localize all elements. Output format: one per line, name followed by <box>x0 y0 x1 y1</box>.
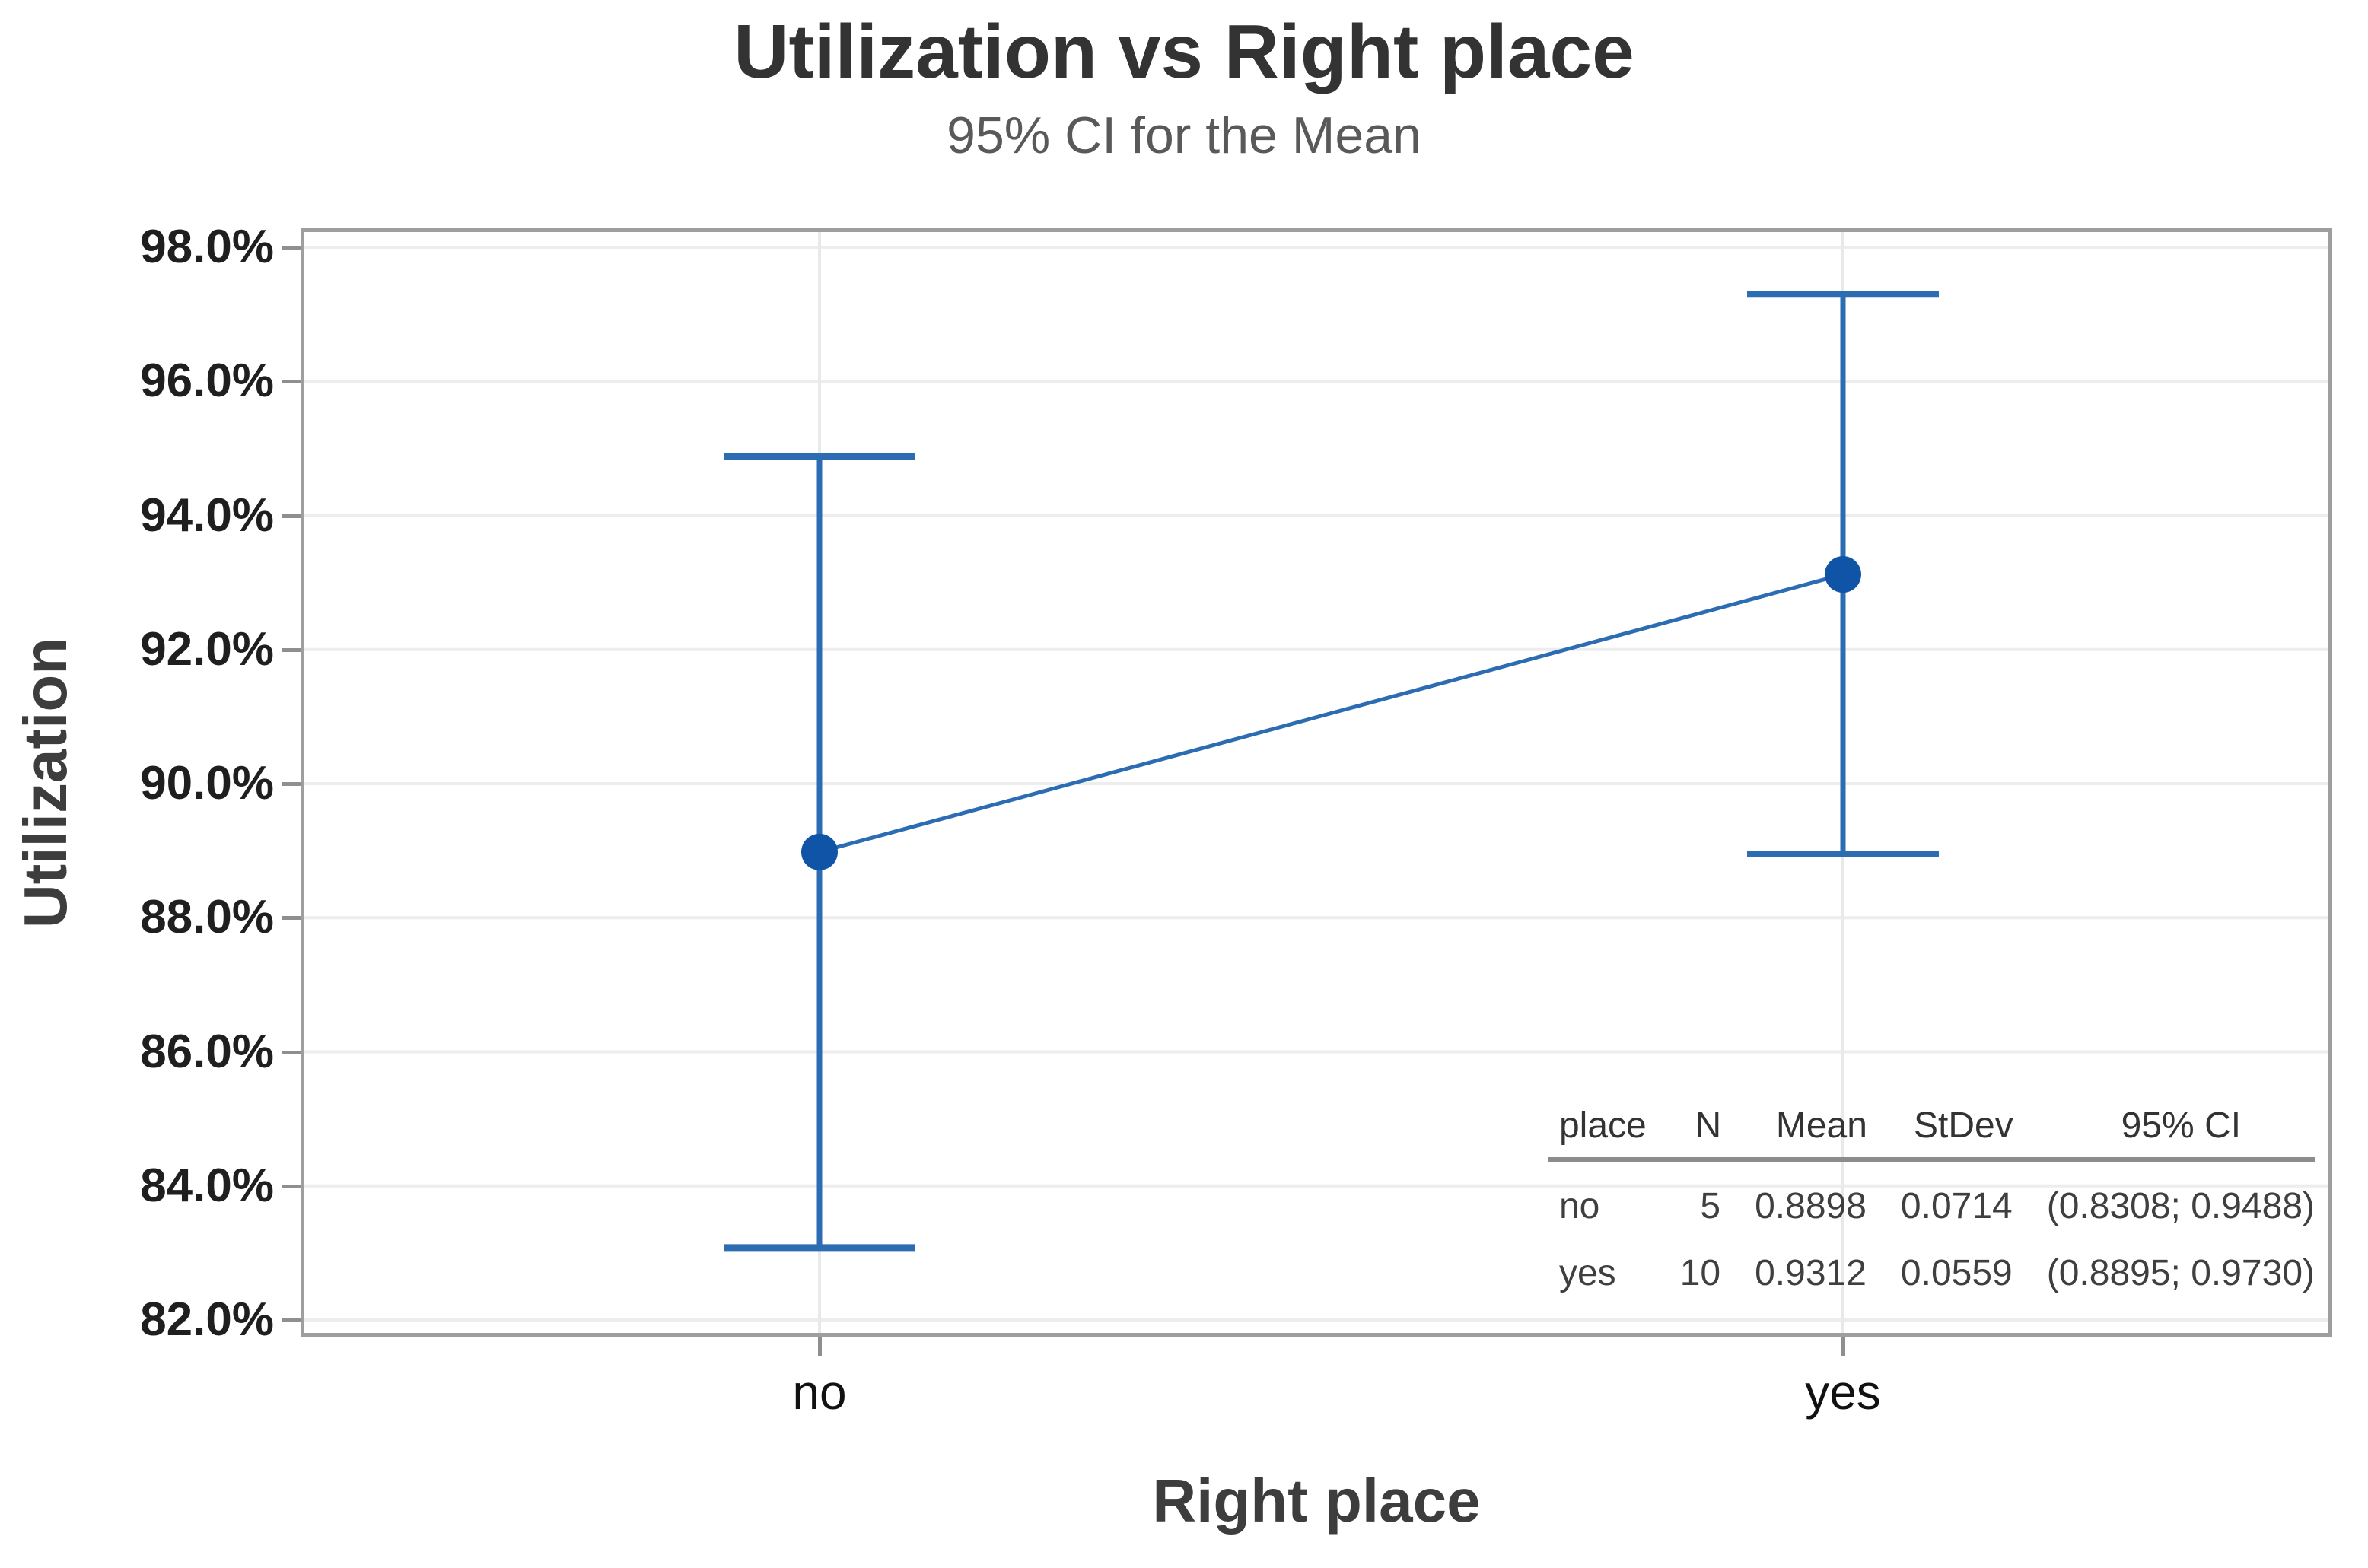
y-tick-mark <box>282 246 301 250</box>
x-axis-title: Right place <box>1152 1467 1481 1535</box>
summary-table-header-cell: place <box>1548 1105 1647 1162</box>
summary-table-header-cell: Mean <box>1721 1105 1867 1162</box>
mean-marker-no <box>801 833 838 870</box>
y-tick-label: 98.0% <box>140 221 274 273</box>
y-tick-mark <box>282 782 301 786</box>
summary-table-header-cell: 95% CI <box>2013 1105 2315 1162</box>
summary-table-row: yes 10 0.9312 0.0559 (0.8895; 0.9730) <box>1548 1239 2315 1306</box>
chart-subtitle: 95% CI for the Mean <box>947 107 1421 164</box>
x-tick-label-no: no <box>792 1365 847 1420</box>
mean-connecting-line <box>819 572 1844 854</box>
summary-table-cell: no <box>1558 1185 1600 1226</box>
summary-table-cell: 10 <box>1679 1252 1721 1293</box>
x-tick-mark <box>818 1337 822 1356</box>
y-tick-mark <box>282 514 301 518</box>
x-tick-label-yes: yes <box>1805 1365 1881 1420</box>
y-tick-mark <box>282 1050 301 1054</box>
y-tick-label: 88.0% <box>140 891 274 944</box>
y-tick-label: 92.0% <box>140 622 274 676</box>
summary-table-cell: 5 <box>1700 1185 1721 1226</box>
summary-table-cell: 0.0559 <box>1900 1252 2013 1293</box>
y-tick-mark <box>282 647 301 652</box>
mean-marker-yes <box>1825 556 1861 593</box>
summary-table-header-row: place N Mean StDev 95% CI <box>1548 1105 2315 1162</box>
summary-table-row: no 5 0.8898 0.0714 (0.8308; 0.9488) <box>1548 1160 2315 1240</box>
y-tick-label: 84.0% <box>140 1159 274 1212</box>
y-tick-label: 94.0% <box>140 488 274 542</box>
y-tick-label: 90.0% <box>140 757 274 809</box>
summary-table-cell: 0.9312 <box>1755 1252 1867 1293</box>
plot-canvas <box>304 232 2328 1333</box>
summary-table-cell: 0.8898 <box>1755 1185 1867 1226</box>
summary-table: place N Mean StDev 95% CI no 5 0.8898 0.0714 (0.… <box>1548 1105 2315 1306</box>
summary-table-cell: 0.0714 <box>1900 1185 2013 1226</box>
summary-table-header-cell: N <box>1646 1105 1722 1162</box>
chart-title: Utilization vs Right place <box>734 9 1634 94</box>
y-tick-mark <box>282 1318 301 1322</box>
y-tick-mark <box>282 916 301 921</box>
summary-table-cell: (0.8895; 0.9730) <box>2046 1252 2315 1293</box>
y-tick-mark <box>282 1184 301 1188</box>
y-tick-label: 82.0% <box>140 1293 274 1346</box>
x-tick-mark <box>1841 1337 1845 1356</box>
y-tick-label: 86.0% <box>140 1025 274 1078</box>
summary-table-cell: (0.8308; 0.9488) <box>2046 1185 2315 1226</box>
summary-table-header: place N Mean StDev 95% CI <box>1548 1105 2315 1162</box>
summary-table-body: no 5 0.8898 0.0714 (0.8308; 0.9488) yes 10 0.93… <box>1548 1160 2315 1307</box>
summary-table-cell: yes <box>1558 1252 1616 1293</box>
y-tick-label: 96.0% <box>140 355 274 408</box>
summary-table-header-cell: StDev <box>1867 1105 2013 1162</box>
y-tick-mark <box>282 380 301 384</box>
plot-area <box>301 228 2332 1337</box>
